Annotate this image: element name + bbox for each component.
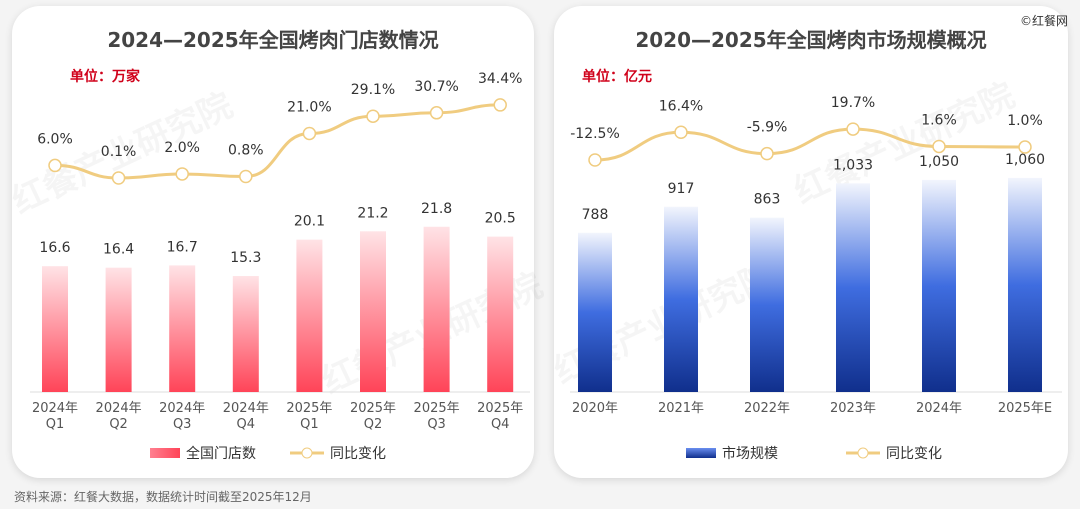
yoy-label: 6.0%: [37, 131, 73, 147]
x-tick-label: Q2: [364, 417, 383, 432]
yoy-point: [760, 146, 774, 161]
yoy-line: [594, 127, 1026, 162]
market-size-panel: 2020—2025年全国烤肉市场规模概况 单位：亿元 红餐产业研究院 红餐产业研…: [548, 6, 1068, 478]
yoy-label: -5.9%: [747, 120, 788, 136]
legend-line-label: 同比变化: [330, 446, 386, 462]
x-tick-label: 2023年: [830, 401, 876, 416]
bar: [232, 276, 259, 392]
yoy-point: [932, 139, 946, 154]
bar: [360, 231, 386, 392]
bar: [836, 183, 870, 392]
bar-label: 863: [754, 192, 781, 208]
bar: [487, 236, 514, 392]
yoy-point: [48, 158, 62, 173]
bar: [296, 239, 323, 392]
yoy-point: [588, 153, 602, 167]
yoy-point: [302, 126, 317, 141]
x-tick-label: 2025年: [414, 401, 460, 416]
bar-label: 788: [582, 207, 609, 223]
x-tick-label: 2021年: [658, 401, 704, 416]
yoy-label: 19.7%: [831, 95, 875, 111]
unit-label: 单位：亿元: [582, 69, 652, 85]
bar-label: 16.7: [167, 239, 198, 255]
yoy-point: [674, 125, 688, 140]
yoy-line: [54, 103, 501, 180]
x-tick-label: 2025年E: [998, 401, 1052, 416]
bar-label: 21.8: [421, 201, 452, 217]
source-note: 资料来源：红餐大数据，数据统计时间截至2025年12月: [14, 490, 312, 504]
bar: [42, 266, 68, 392]
bar: [922, 179, 956, 392]
bar-label: 1,060: [1005, 152, 1045, 168]
x-tick-label: Q2: [109, 417, 128, 432]
x-tick-label: Q3: [427, 417, 446, 432]
bar: [750, 217, 784, 392]
yoy-label: 0.8%: [228, 142, 264, 158]
x-tick-label: Q1: [300, 417, 319, 432]
legend-bar-label: 全国门店数: [186, 445, 256, 462]
legend-line-marker: [301, 447, 313, 459]
yoy-point: [846, 122, 860, 136]
yoy-label: 1.6%: [921, 112, 957, 128]
x-tick-label: Q1: [46, 417, 65, 432]
x-tick-label: Q3: [173, 417, 192, 432]
chart-title: 2020—2025年全国烤肉市场规模概况: [635, 28, 987, 52]
legend-line-label: 同比变化: [886, 446, 942, 462]
x-tick-label: 2025年: [350, 401, 396, 416]
legend-line-marker: [857, 447, 869, 459]
logo: ©红餐网: [1019, 14, 1068, 28]
bar-label: 15.3: [230, 250, 261, 266]
bar-label: 20.1: [294, 214, 325, 230]
x-tick-label: 2024年: [223, 401, 269, 416]
bar: [578, 232, 612, 392]
bar-label: 1,050: [919, 154, 959, 170]
yoy-point: [1018, 140, 1032, 154]
yoy-point: [429, 106, 444, 120]
x-tick-label: 2024年: [916, 401, 962, 416]
yoy-point: [175, 167, 189, 181]
x-tick-label: 2022年: [744, 401, 790, 416]
x-tick-label: 2020年: [572, 401, 618, 416]
x-tick-label: 2025年: [286, 401, 332, 416]
yoy-label: 1.0%: [1007, 113, 1043, 129]
x-tick-label: 2024年: [96, 401, 142, 416]
yoy-label: 29.1%: [351, 82, 395, 98]
x-tick-label: 2024年: [159, 401, 205, 416]
yoy-label: -12.5%: [570, 126, 620, 142]
bar: [664, 206, 698, 392]
bar-label: 21.2: [357, 205, 388, 221]
bar: [1008, 177, 1042, 392]
bar-label: 1,033: [833, 157, 873, 173]
yoy-point: [493, 98, 507, 112]
yoy-label: 21.0%: [287, 99, 331, 115]
bar-label: 917: [668, 181, 695, 197]
yoy-point: [239, 169, 253, 184]
legend-bar-label: 市场规模: [722, 445, 778, 462]
chart-title: 2024—2025年全国烤肉门店数情况: [107, 28, 439, 52]
yoy-point: [111, 171, 126, 185]
bar: [169, 265, 196, 392]
bar-label: 16.4: [103, 242, 134, 258]
yoy-label: 30.7%: [414, 79, 458, 95]
bar: [105, 267, 132, 392]
yoy-label: 16.4%: [659, 98, 703, 114]
x-tick-label: Q4: [491, 417, 510, 432]
bar-label: 16.6: [39, 240, 70, 256]
legend-bar-swatch: [150, 448, 180, 458]
yoy-point: [366, 109, 380, 123]
x-tick-label: Q4: [237, 417, 256, 432]
yoy-label: 2.0%: [164, 140, 200, 156]
x-tick-label: 2024年: [32, 401, 78, 416]
bar-label: 20.5: [485, 211, 516, 227]
legend-bar-swatch: [686, 448, 716, 458]
unit-label: 单位：万家: [70, 69, 140, 85]
x-tick-label: 2025年: [477, 401, 523, 416]
yoy-label: 34.4%: [478, 71, 522, 87]
bar: [423, 226, 450, 392]
yoy-label: 0.1%: [101, 144, 137, 160]
